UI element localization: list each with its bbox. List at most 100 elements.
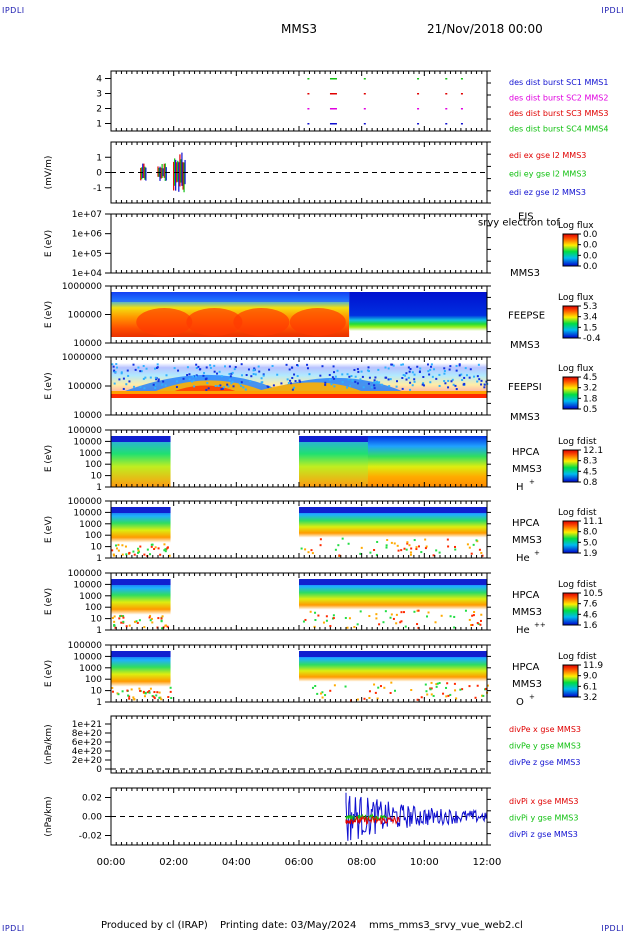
hpca_he1-speckle-left <box>133 553 136 556</box>
hpca_he1-speckle-left <box>115 547 118 550</box>
feepsi-speckle <box>260 381 263 384</box>
hpca_he2-instrument-sc: MMS3 <box>512 607 542 618</box>
hpca_he2-speckle-left <box>128 624 131 627</box>
hpca_o-speckle <box>435 685 438 688</box>
feeps_e-colorbar-tick-label-2: 1.5 <box>583 323 597 333</box>
feepsi-speckle <box>113 382 116 385</box>
hpca_o-speckle-left <box>146 691 149 694</box>
hpca_o-speckle <box>379 685 382 688</box>
hpca_h-ytick-label-1: 10000 <box>73 437 102 447</box>
hpca_he2-speckle <box>317 614 320 617</box>
hpca_he2-speckle-left <box>148 616 151 619</box>
x-tick-label-6: 12:00 <box>473 857 502 868</box>
feepsi-speckle <box>400 363 403 366</box>
feeps_e-colorbar <box>562 305 579 339</box>
feepsi-speckle <box>308 373 311 376</box>
feepsi-speckle <box>128 380 131 383</box>
hpca_o-ytick-label-5: 1 <box>96 698 102 708</box>
hpca_he1-speckle <box>338 554 341 557</box>
feepsi-speckle <box>373 384 376 387</box>
feepsi-speckle <box>195 363 198 366</box>
hpca_he2-ytick-label-3: 100 <box>85 603 102 613</box>
burst-legend-1: des dist burst SC2 MMS2 <box>509 94 608 103</box>
x-tick-label-2: 04:00 <box>222 857 251 868</box>
hpca_he2-speckle <box>470 624 473 627</box>
x-tick-label-3: 06:00 <box>285 857 314 868</box>
hpca_he1-speckle <box>454 545 457 548</box>
feepsi-speckle <box>402 363 405 366</box>
feepsi-speckle <box>378 381 381 384</box>
divpe-ytick-label-2: 6e+20 <box>72 738 103 748</box>
hpca_o-speckle <box>430 687 433 690</box>
feepsi-speckle <box>245 374 248 377</box>
feepsi-speckle <box>366 369 369 372</box>
hpca_he1-ytick-label-4: 10 <box>91 543 103 553</box>
feepsi-speckle <box>209 364 212 367</box>
hpca_h-ytick-label-0: 100000 <box>68 426 103 436</box>
feepsi-speckle <box>392 364 395 367</box>
hpca_he2-speckle <box>314 611 317 614</box>
hpca_he1-speckle <box>369 551 372 554</box>
feepsi-speckle <box>331 376 334 379</box>
hpca_he1-speckle-left <box>117 549 120 552</box>
feepsi-speckle <box>321 365 324 368</box>
hpca_o-speckle <box>438 682 441 685</box>
hpca_he1-speckle-left <box>159 553 162 556</box>
hpca_o-colorbar-title: Log fdist <box>558 652 597 662</box>
feepse-band-right <box>349 292 487 331</box>
hpca_o-speckle <box>454 689 457 692</box>
feepsi-speckle <box>480 383 483 386</box>
hpca_he2-speckle <box>346 626 349 629</box>
feepsi-speckle <box>461 378 464 381</box>
feepsi-speckle <box>165 374 168 377</box>
hpca_he2-speckle-left <box>136 621 139 624</box>
hpca_o-speckle-left <box>149 687 152 690</box>
hpca_he1-speckle <box>373 548 376 551</box>
hpca_he1-speckle <box>409 553 412 556</box>
feepsi-speckle <box>455 369 458 372</box>
hpca_he1-speckle-left <box>121 544 124 547</box>
hpca_o-speckle-left <box>111 690 114 693</box>
burst-mark-sc3-2 <box>363 93 366 95</box>
feepsi-red-band <box>111 394 487 398</box>
feepsi-speckle <box>195 375 198 378</box>
hpca_o-speckle-left <box>128 697 131 700</box>
feepsi-speckle <box>422 384 425 387</box>
burst-mark-sc1-2 <box>363 123 366 125</box>
hpca_he2-speckle-left <box>122 620 125 623</box>
feepsi-speckle <box>193 385 196 388</box>
feepsi-speckle <box>188 373 191 376</box>
hpca_he1-colorbar-tick-label-3: 1.9 <box>583 549 598 559</box>
hpca_he2-speckle <box>375 613 378 616</box>
feepsi-speckle <box>349 384 352 387</box>
hpca_he2-speckle <box>348 617 351 620</box>
eis-instrument-label: EIS <box>518 212 534 223</box>
feepsi-speckle <box>139 385 142 388</box>
feepsi-speckle <box>438 373 441 376</box>
hpca_o-speckle-left <box>170 697 173 700</box>
hpca_he2-ytick-label-2: 1000 <box>79 592 102 602</box>
feepsi-speckle <box>476 380 479 383</box>
feepsi-speckle <box>411 371 414 374</box>
hpca_o-species: O <box>516 697 524 708</box>
feepsi-speckle <box>319 374 322 377</box>
hpca_he1-ytick-label-2: 1000 <box>79 520 102 530</box>
feepsi-speckle <box>203 371 206 374</box>
feepsi-speckle <box>409 388 412 391</box>
feepsi-speckle <box>458 364 461 367</box>
hpca_he2-speckle-left <box>161 615 164 618</box>
feepsi-speckle <box>244 388 247 391</box>
hpca_o-speckle-left <box>139 689 142 692</box>
hpca_he2-speckle-left <box>113 620 116 623</box>
hpca_o-speckle <box>455 697 458 700</box>
hpca_h-colorbar-tick-label-2: 4.5 <box>583 467 597 477</box>
hpca_o-speckle-left <box>128 695 131 698</box>
feepsi-speckle <box>122 387 125 390</box>
x-tick-label-4: 08:00 <box>347 857 376 868</box>
feepsi-speckle <box>217 384 220 387</box>
edi-ytick-label-1: 0 <box>96 169 102 179</box>
divpe-legend-1: divPe y gse MMS3 <box>509 742 581 751</box>
feepsi-speckle <box>191 380 194 383</box>
feepsi-speckle <box>485 380 488 383</box>
feepsi-speckle <box>333 377 336 380</box>
